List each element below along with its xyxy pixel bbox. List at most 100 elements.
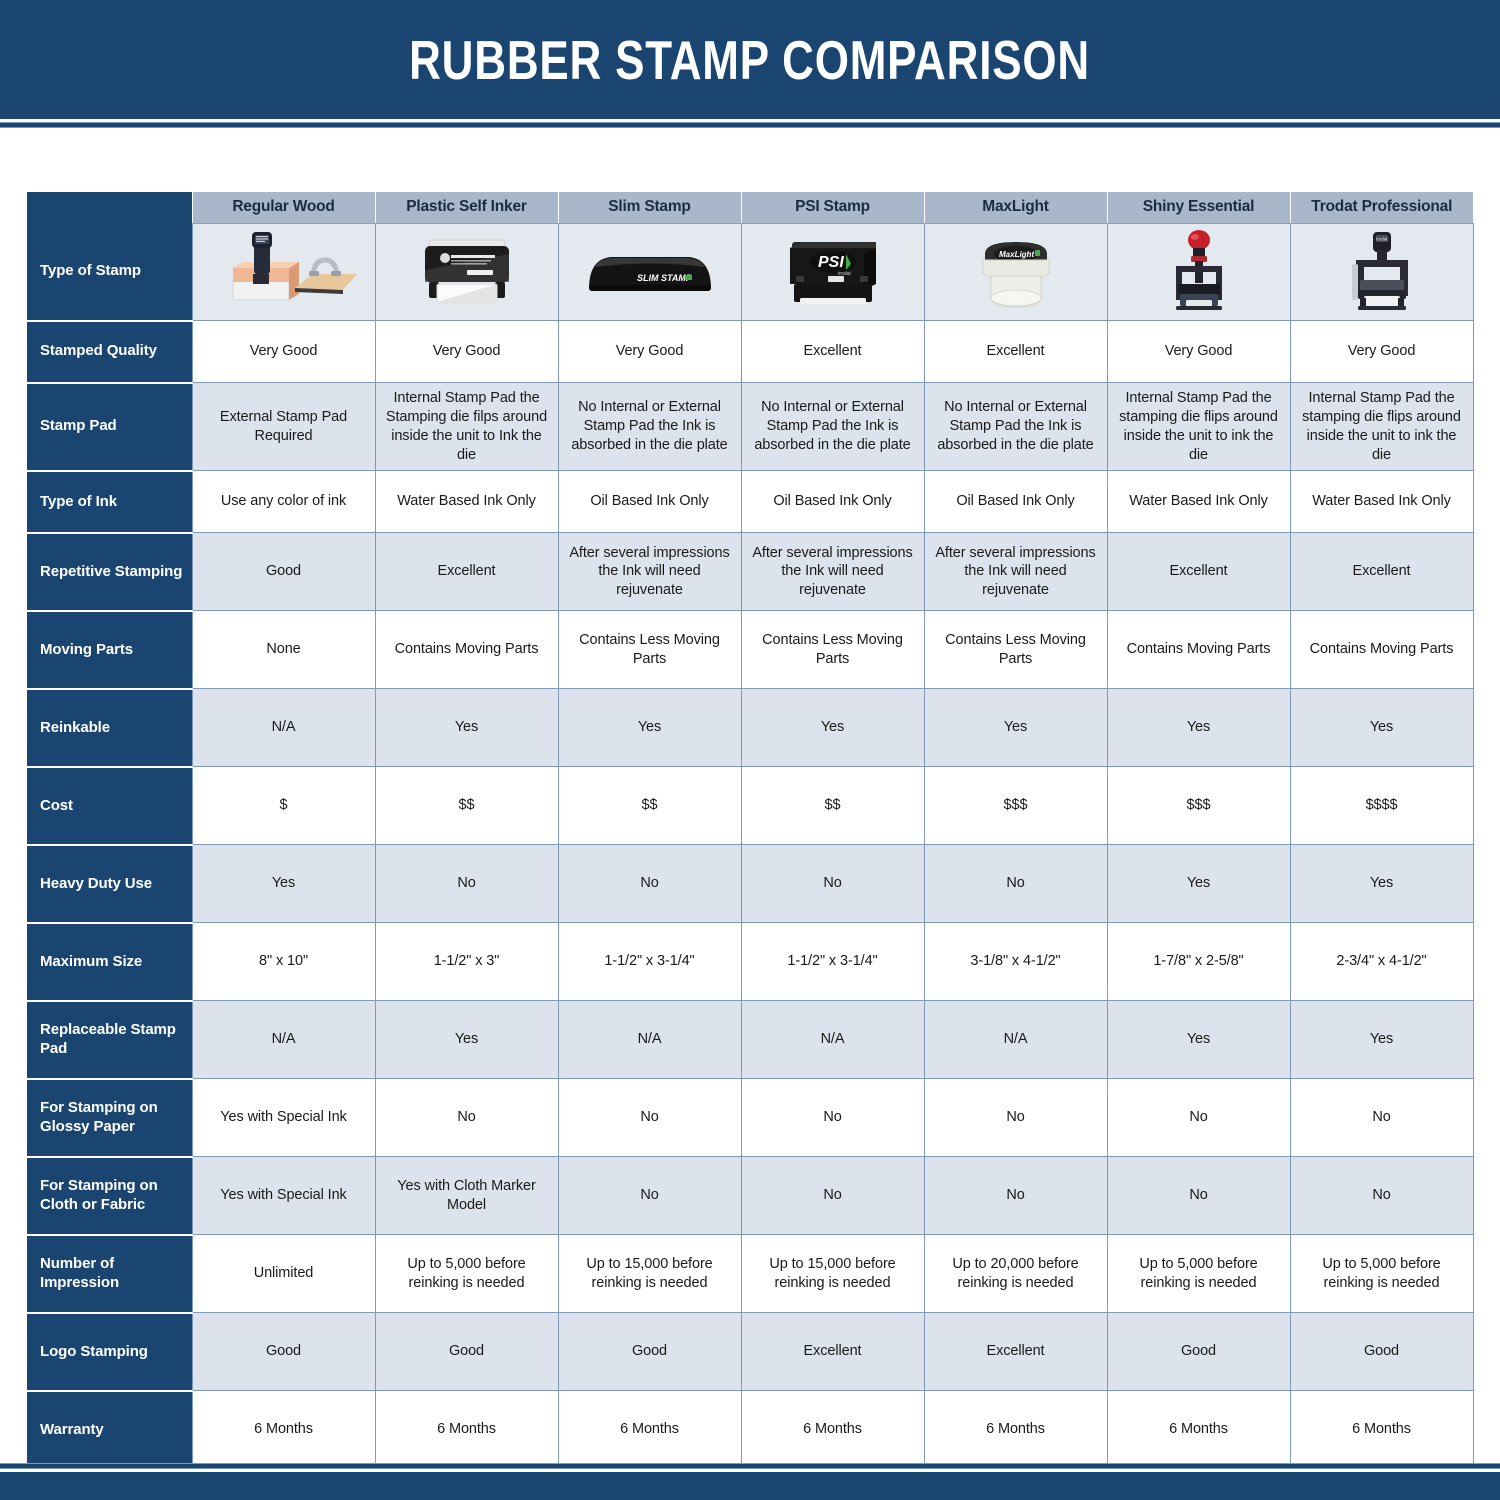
cell-type-of-ink-plastic-self-inker: Water Based Ink Only [374,470,559,534]
cell-heavy-duty-use-maxlight: No [923,844,1108,924]
cell-replaceable-stamp-pad-maxlight: N/A [923,1000,1108,1080]
cell-stamp-pad-shiny-essential: Internal Stamp Pad the stamping die flip… [1106,381,1291,472]
column-header-trodat-professional: Trodat Professional [1289,192,1473,224]
row-label-stamp-pad: Stamp Pad [27,381,192,471]
cell-maximum-size-slim-stamp: 1-1/2" x 3-1/4" [557,922,742,1002]
table-row-type-of-ink: Type of Ink Use any color of ink Water B… [27,469,1474,534]
cell-moving-parts-shiny-essential: Contains Moving Parts [1106,610,1291,690]
row-label-warranty: Warranty [27,1389,192,1469]
svg-text:MaxLight: MaxLight [999,250,1034,259]
cell-maximum-size-maxlight: 3-1/8" x 4-1/2" [923,922,1108,1002]
cell-glossy-paper-shiny-essential: No [1106,1078,1291,1158]
row-label-number-of-impression: Number of Impression [27,1233,192,1313]
slim-stamp-image: SLIM STAMP [561,226,739,318]
cell-moving-parts-plastic-self-inker: Contains Moving Parts [374,610,559,690]
svg-text:trodat: trodat [838,271,851,277]
cell-repetitive-stamping-trodat-professional: Excellent [1289,532,1474,612]
cell-stamped-quality-shiny-essential: Very Good [1106,320,1291,383]
cell-warranty-shiny-essential: 6 Months [1106,1390,1291,1470]
cell-warranty-slim-stamp: 6 Months [557,1390,742,1470]
cell-number-of-impression-regular-wood: Unlimited [191,1234,376,1314]
row-label-type-of-ink: Type of Ink [27,469,192,533]
cell-cloth-or-fabric-shiny-essential: No [1106,1156,1291,1236]
row-label-cloth-or-fabric: For Stamping on Cloth or Fabric [27,1155,192,1235]
cell-number-of-impression-trodat-professional: Up to 5,000 before reinking is needed [1289,1234,1474,1314]
row-label-cost: Cost [27,765,192,845]
cell-glossy-paper-slim-stamp: No [557,1078,742,1158]
plastic-self-inker-stamp-image [378,226,556,318]
table-row-number-of-impression: Number of Impression Unlimited Up to 5,0… [27,1233,1474,1314]
cell-moving-parts-trodat-professional: Contains Moving Parts [1289,610,1474,690]
cell-heavy-duty-use-slim-stamp: No [557,844,742,924]
cell-moving-parts-regular-wood: None [191,610,376,690]
cell-glossy-paper-trodat-professional: No [1289,1078,1474,1158]
regular-wood-stamp-image [195,226,373,318]
cell-reinkable-trodat-professional: Yes [1289,688,1474,768]
row-label-repetitive-stamping: Repetitive Stamping [27,531,192,611]
cell-cost-regular-wood: $ [191,766,376,846]
row-label-replaceable-stamp-pad: Replaceable Stamp Pad [27,999,192,1079]
cell-logo-stamping-maxlight: Excellent [923,1312,1108,1392]
cell-type-of-stamp-slim-stamp: SLIM STAMP [557,223,742,321]
cell-stamp-pad-regular-wood: External Stamp Pad Required [191,381,376,472]
cell-heavy-duty-use-shiny-essential: Yes [1106,844,1291,924]
cell-maximum-size-trodat-professional: 2-3/4" x 4-1/2" [1289,922,1474,1002]
cell-repetitive-stamping-shiny-essential: Excellent [1106,532,1291,612]
row-label-logo-stamping: Logo Stamping [27,1311,192,1391]
cell-warranty-trodat-professional: 6 Months [1289,1390,1474,1470]
column-header-psi-stamp: PSI Stamp [740,192,924,224]
table-row-moving-parts: Moving Parts None Contains Moving Parts … [27,609,1474,690]
cell-replaceable-stamp-pad-trodat-professional: Yes [1289,1000,1474,1080]
cell-number-of-impression-plastic-self-inker: Up to 5,000 before reinking is needed [374,1234,559,1314]
cell-replaceable-stamp-pad-regular-wood: N/A [191,1000,376,1080]
cell-cloth-or-fabric-slim-stamp: No [557,1156,742,1236]
cell-cloth-or-fabric-regular-wood: Yes with Special Ink [191,1156,376,1236]
row-label-stamped-quality: Stamped Quality [27,319,192,383]
table-row-maximum-size: Maximum Size 8" x 10" 1-1/2" x 3" 1-1/2"… [27,921,1474,1002]
cell-cloth-or-fabric-plastic-self-inker: Yes with Cloth Marker Model [374,1156,559,1236]
cell-reinkable-plastic-self-inker: Yes [374,688,559,768]
cell-type-of-stamp-maxlight: MaxLight [923,223,1108,321]
cell-maximum-size-psi-stamp: 1-1/2" x 3-1/4" [740,922,925,1002]
cell-type-of-ink-shiny-essential: Water Based Ink Only [1106,470,1291,534]
page-title: RUBBER STAMP COMPARISON [409,28,1091,91]
cell-repetitive-stamping-psi-stamp: After several impressions the Ink will n… [740,532,925,612]
cell-cloth-or-fabric-maxlight: No [923,1156,1108,1236]
table-body: Type of Stamp [27,223,1474,1470]
column-header-plastic-self-inker: Plastic Self Inker [374,192,558,224]
cell-repetitive-stamping-maxlight: After several impressions the Ink will n… [923,532,1108,612]
cell-reinkable-shiny-essential: Yes [1106,688,1291,768]
cell-warranty-regular-wood: 6 Months [191,1390,376,1470]
cell-logo-stamping-regular-wood: Good [191,1312,376,1392]
cell-stamped-quality-psi-stamp: Excellent [740,320,925,383]
shiny-essential-stamp-image [1110,226,1288,318]
cell-replaceable-stamp-pad-plastic-self-inker: Yes [374,1000,559,1080]
cell-moving-parts-maxlight: Contains Less Moving Parts [923,610,1108,690]
table-row-replaceable-stamp-pad: Replaceable Stamp Pad N/A Yes N/A N/A N/… [27,999,1474,1080]
cell-moving-parts-psi-stamp: Contains Less Moving Parts [740,610,925,690]
column-header-row: Regular Wood Plastic Self Inker Slim Sta… [27,192,1473,224]
cell-type-of-ink-psi-stamp: Oil Based Ink Only [740,470,925,534]
cell-number-of-impression-shiny-essential: Up to 5,000 before reinking is needed [1106,1234,1291,1314]
comparison-table-wrapper: Regular Wood Plastic Self Inker Slim Sta… [27,192,1474,1470]
stamp-comparison-table: Regular Wood Plastic Self Inker Slim Sta… [27,192,1474,1470]
row-label-maximum-size: Maximum Size [27,921,192,1001]
cell-glossy-paper-psi-stamp: No [740,1078,925,1158]
header-divider-white [0,119,1500,122]
cell-logo-stamping-shiny-essential: Good [1106,1312,1291,1392]
column-header-slim-stamp: Slim Stamp [557,192,741,224]
cell-stamp-pad-maxlight: No Internal or External Stamp Pad the In… [923,381,1108,472]
cell-cost-plastic-self-inker: $$ [374,766,559,846]
cell-warranty-psi-stamp: 6 Months [740,1390,925,1470]
cell-glossy-paper-maxlight: No [923,1078,1108,1158]
header-divider-blue [0,122,1500,128]
cell-maximum-size-shiny-essential: 1-7/8" x 2-5/8" [1106,922,1291,1002]
cell-glossy-paper-regular-wood: Yes with Special Ink [191,1078,376,1158]
svg-text:PSI: PSI [818,254,844,271]
cell-cost-slim-stamp: $$ [557,766,742,846]
cell-type-of-stamp-shiny-essential [1106,223,1291,321]
row-label-glossy-paper: For Stamping on Glossy Paper [27,1077,192,1157]
column-header-regular-wood: Regular Wood [191,192,375,224]
cell-logo-stamping-trodat-professional: Good [1289,1312,1474,1392]
